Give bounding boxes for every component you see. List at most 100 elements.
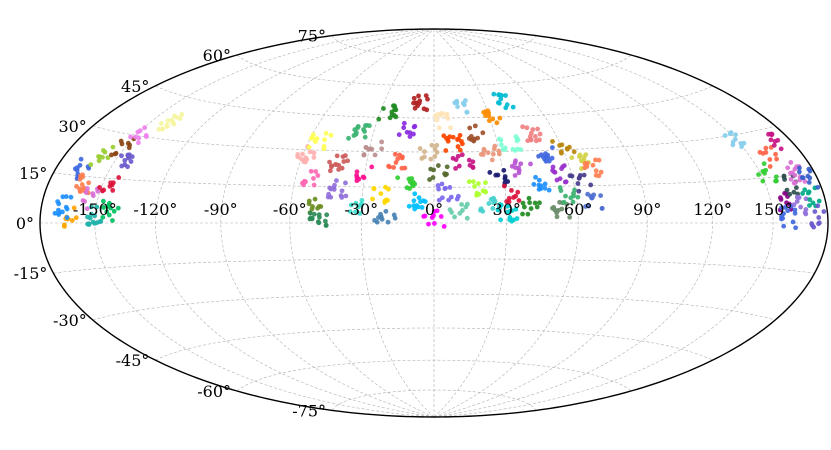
data-point [356, 204, 361, 210]
data-point [383, 208, 389, 214]
data-point [577, 154, 582, 160]
parallel-line [236, 54, 632, 87]
data-point [407, 179, 413, 185]
data-point [329, 164, 334, 170]
data-point [558, 188, 564, 194]
data-point [100, 154, 105, 160]
map-boundary [39, 28, 829, 418]
data-point [511, 195, 516, 200]
data-point [122, 157, 128, 163]
data-point [589, 195, 595, 201]
data-point [771, 142, 777, 148]
data-point [372, 152, 378, 158]
data-point [105, 155, 111, 161]
data-point [311, 182, 317, 188]
data-point [525, 138, 531, 144]
longitude-label: 30° [493, 200, 521, 219]
data-point [336, 167, 342, 172]
data-point [431, 213, 436, 219]
data-point [807, 175, 813, 181]
data-point [391, 165, 397, 170]
data-point [125, 140, 131, 146]
data-point [815, 203, 821, 209]
data-point [421, 213, 427, 219]
data-point [472, 123, 478, 129]
data-point [799, 175, 805, 180]
meridian-line [433, 28, 579, 418]
latitude-label: 15° [19, 164, 47, 183]
data-point [774, 178, 779, 184]
data-point [494, 120, 500, 126]
data-point [762, 170, 767, 176]
data-point [464, 201, 470, 207]
data-point [588, 182, 594, 188]
data-point [443, 148, 449, 153]
data-point [177, 116, 183, 121]
data-point [792, 180, 798, 185]
data-point [558, 149, 564, 155]
data-point [362, 134, 368, 140]
data-point [567, 214, 573, 220]
data-point [526, 195, 532, 201]
data-point [367, 123, 372, 129]
data-point [347, 209, 353, 215]
data-point [401, 125, 407, 131]
data-point [520, 124, 526, 130]
longitude-label: 0° [425, 200, 443, 219]
data-point [366, 146, 372, 152]
data-point [512, 173, 518, 178]
data-point [143, 133, 149, 138]
data-point [768, 137, 774, 143]
data-point [476, 191, 482, 197]
data-point [486, 113, 492, 119]
latitude-label: -15° [14, 264, 48, 283]
data-point [802, 210, 808, 216]
data-point [415, 204, 421, 210]
data-point [793, 225, 799, 231]
data-point [598, 169, 604, 175]
longitude-label: -90° [204, 200, 238, 219]
data-point [393, 107, 399, 113]
data-point [781, 174, 787, 180]
data-point [536, 177, 542, 183]
data-point [351, 133, 357, 138]
data-point [727, 131, 733, 137]
data-point [80, 174, 85, 180]
data-point [501, 167, 507, 173]
data-point [756, 172, 761, 178]
data-point [322, 137, 327, 143]
data-point [341, 159, 347, 164]
data-point [111, 208, 117, 214]
data-point [84, 206, 90, 212]
data-point [159, 121, 164, 126]
data-point [429, 142, 435, 148]
data-point [436, 186, 441, 192]
parallel-line [331, 389, 537, 411]
data-point [767, 157, 773, 162]
data-point [385, 219, 391, 225]
longitude-label: 90° [633, 200, 661, 219]
data-point [534, 204, 540, 210]
data-point [126, 155, 132, 161]
data-point [411, 100, 416, 106]
data-point [438, 214, 444, 219]
data-point [491, 146, 497, 152]
data-point [392, 215, 398, 221]
data-point [773, 151, 778, 157]
data-point [447, 207, 453, 213]
data-point [314, 136, 320, 142]
data-point [401, 120, 407, 126]
parallel-line [53, 258, 815, 274]
data-point [779, 213, 784, 219]
data-point [56, 207, 61, 213]
data-point [779, 205, 784, 211]
data-point [108, 180, 114, 186]
data-point [355, 125, 361, 131]
data-point [516, 198, 522, 203]
data-point [399, 155, 405, 161]
data-point [472, 184, 477, 189]
data-point [411, 131, 416, 137]
data-point [549, 145, 555, 150]
data-point [498, 217, 504, 223]
